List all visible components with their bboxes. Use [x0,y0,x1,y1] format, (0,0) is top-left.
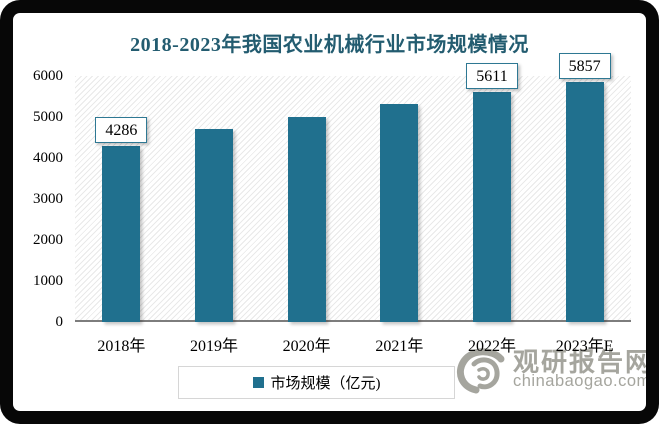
x-tick-label-2023年E: 2023年E [555,338,614,355]
chart-canvas: 2018-2023年我国农业机械行业市场规模情况 市场规模（亿元) 观研报告网 … [13,13,646,411]
watermark: 观研报告网 chinabaogao.com [454,341,646,407]
legend-swatch-icon [252,377,264,388]
bar-2023年E [565,81,604,322]
bar-2021年 [380,104,419,322]
watermark-swirl-icon [457,348,505,394]
x-tick-label-2021年: 2021年 [375,338,424,355]
chart-title: 2018-2023年我国农业机械行业市场规模情况 [130,34,529,56]
legend-label: 市场规模（亿元) [270,376,381,392]
data-label-2022年: 5611 [466,62,518,89]
x-tick-label-2019年: 2019年 [189,338,238,355]
y-tick-label: 3000 [33,191,63,207]
bar-2020年 [287,117,326,322]
y-tick-label: 0 [55,314,64,330]
watermark-domain-text: chinabaogao.com [513,372,646,390]
y-tick-label: 1000 [33,273,63,289]
bar-2019年 [195,129,233,322]
y-tick-label: 4000 [33,150,63,166]
y-tick-label: 2000 [33,232,63,248]
x-tick-label-2022年: 2022年 [467,338,516,355]
bar-2018年 [102,146,141,322]
x-tick-label-2020年: 2020年 [282,338,331,355]
data-label-2023年E: 5857 [558,52,611,79]
watermark-brand-text: 观研报告网 [513,347,646,377]
plot-area [75,76,631,322]
y-tick-label: 5000 [33,109,63,125]
bar-2022年 [473,91,511,322]
y-tick-label: 6000 [33,68,63,84]
data-label-2018年: 4286 [95,117,148,144]
x-tick-label-2018年: 2018年 [97,338,146,355]
legend: 市场规模（亿元) [178,366,455,399]
